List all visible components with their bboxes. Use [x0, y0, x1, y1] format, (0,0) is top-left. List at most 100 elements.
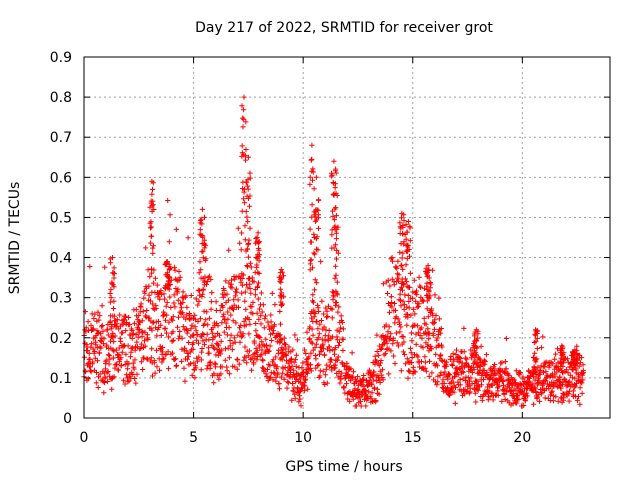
data-points [81, 94, 587, 409]
data-point [425, 314, 431, 320]
data-point [242, 344, 248, 350]
data-point [433, 312, 439, 319]
data-point [403, 248, 410, 254]
data-point [514, 400, 520, 406]
data-point [161, 296, 168, 302]
data-point [441, 388, 447, 394]
data-point [389, 299, 395, 306]
data-point [350, 396, 356, 402]
data-point [394, 340, 400, 346]
data-point [257, 335, 263, 341]
data-point [466, 390, 472, 396]
data-point [397, 329, 403, 335]
data-point [343, 381, 350, 387]
data-point [404, 242, 411, 248]
data-point [240, 124, 246, 130]
data-point [537, 398, 543, 404]
data-point [327, 348, 333, 354]
data-point [569, 381, 575, 387]
data-point [180, 324, 186, 330]
data-point [293, 363, 299, 369]
data-point [161, 311, 167, 317]
data-point [308, 350, 314, 356]
data-point [174, 290, 180, 296]
data-point [416, 274, 422, 280]
data-point [276, 333, 282, 339]
data-point [220, 314, 226, 320]
data-point [277, 321, 284, 327]
data-point [275, 370, 281, 376]
data-point [515, 392, 521, 398]
data-point [241, 152, 247, 158]
data-point [294, 337, 300, 343]
x-tick-label: 0 [80, 430, 89, 446]
data-point [524, 390, 530, 396]
data-point [307, 181, 313, 187]
data-point [200, 287, 206, 293]
data-point [522, 398, 528, 404]
data-point [407, 345, 413, 351]
data-point [279, 345, 285, 351]
data-point [203, 317, 209, 323]
data-point [330, 191, 336, 198]
data-point [85, 348, 91, 354]
data-point [255, 230, 261, 236]
data-point [106, 353, 112, 359]
data-point [409, 354, 415, 361]
data-point [397, 230, 403, 237]
data-point [376, 391, 382, 397]
data-point [291, 359, 297, 365]
data-point [418, 284, 424, 290]
data-point [534, 345, 540, 352]
data-point [263, 371, 269, 377]
data-point [431, 326, 438, 332]
data-point [303, 376, 309, 382]
data-point [387, 335, 393, 341]
data-point [492, 361, 498, 368]
data-point [112, 333, 118, 339]
data-point [404, 356, 410, 362]
data-point [279, 290, 285, 296]
data-point [299, 365, 305, 371]
data-point [147, 204, 153, 210]
data-point [378, 346, 384, 353]
data-point [548, 389, 555, 395]
data-point [450, 351, 456, 357]
data-point [189, 372, 195, 378]
data-point [444, 359, 450, 365]
data-point [370, 377, 376, 383]
data-point [243, 119, 249, 125]
data-point [172, 267, 178, 273]
data-point [282, 364, 288, 371]
data-point [221, 311, 227, 317]
data-point [246, 316, 252, 323]
data-point [335, 354, 341, 360]
data-point [201, 279, 207, 285]
data-point [324, 380, 330, 386]
data-point [274, 364, 280, 370]
data-point [559, 346, 566, 352]
data-point [157, 296, 163, 302]
data-point [377, 379, 383, 386]
data-point [100, 328, 106, 334]
data-point [214, 346, 220, 353]
data-point [308, 339, 314, 345]
data-point [170, 337, 176, 343]
data-point [323, 372, 329, 378]
data-point [408, 312, 414, 318]
data-point [399, 287, 406, 293]
data-point [237, 240, 243, 246]
data-point [253, 328, 259, 334]
data-point [289, 356, 295, 362]
data-point [243, 354, 249, 360]
data-point [115, 367, 122, 373]
data-point [389, 276, 395, 282]
data-point [392, 320, 398, 326]
data-point [150, 320, 156, 326]
data-point [246, 331, 252, 337]
data-point [229, 285, 235, 291]
data-point [171, 264, 177, 270]
data-point [521, 402, 527, 409]
data-point [165, 197, 171, 204]
